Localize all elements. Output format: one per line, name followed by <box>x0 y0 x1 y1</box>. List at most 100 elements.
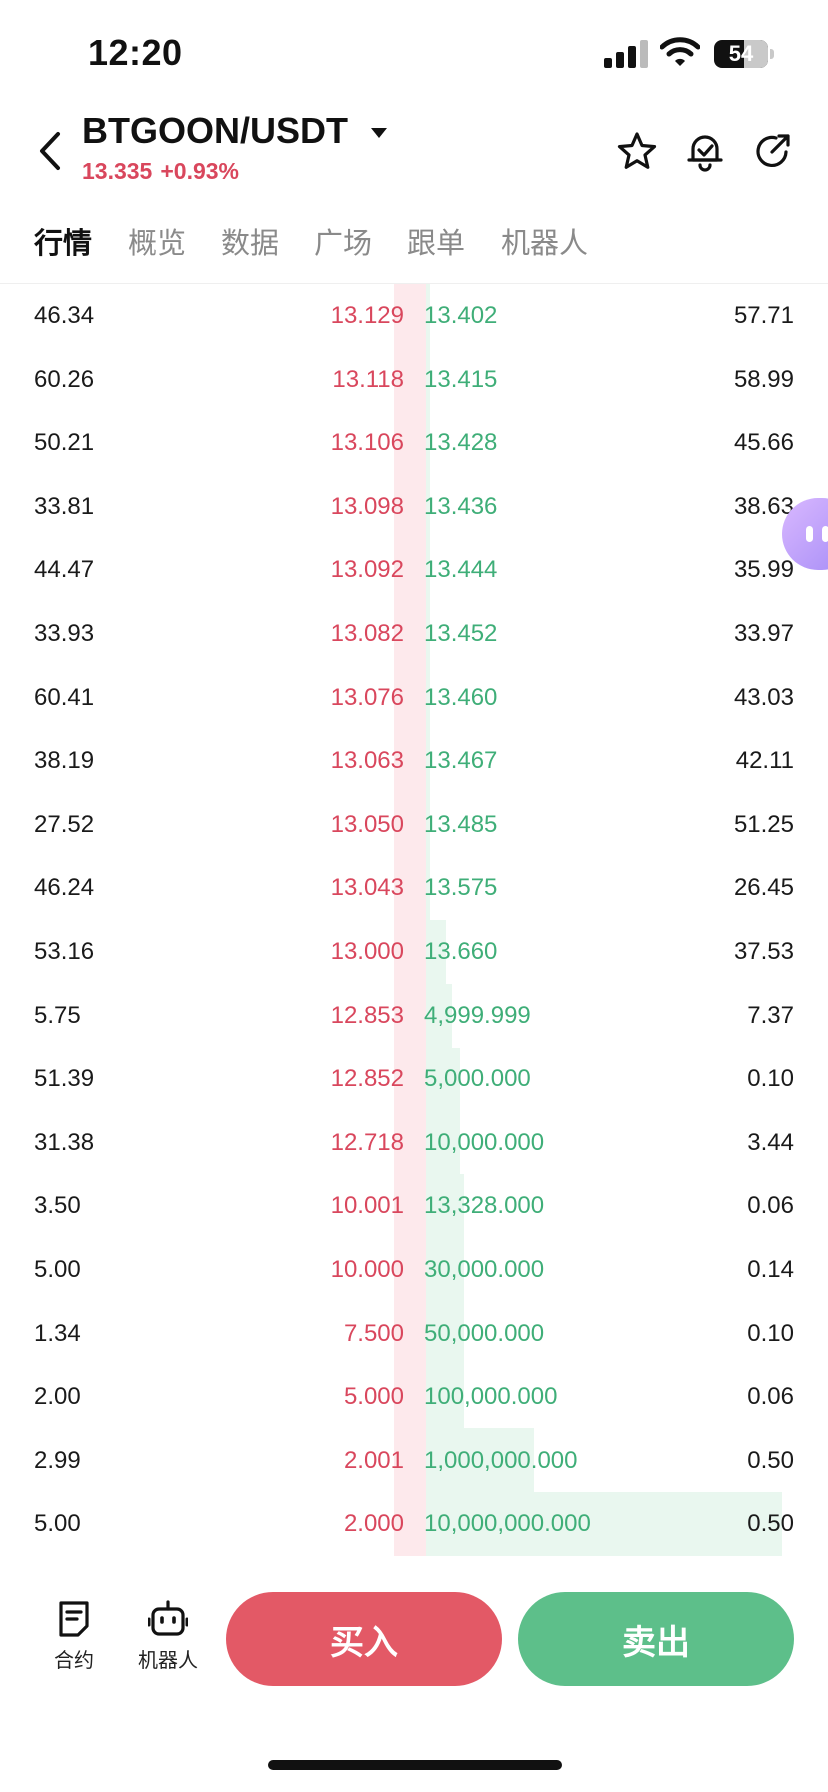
ask-qty: 0.50 <box>747 1510 794 1538</box>
order-book-row[interactable]: 27.52 13.050 13.485 51.25 <box>0 793 828 857</box>
tab-overview[interactable]: 概览 <box>128 228 187 260</box>
robot-label: 机器人 <box>138 1650 198 1672</box>
contract-label: 合约 <box>54 1650 94 1672</box>
bid-price: 13.106 <box>330 429 404 457</box>
change-percent: +0.93% <box>160 158 240 184</box>
ask-price: 13.452 <box>424 620 498 647</box>
bid-qty: 5.00 <box>34 1256 81 1283</box>
bottom-action-bar: 合约 机器人 买入 卖出 <box>0 1576 828 1716</box>
ask-qty: 7.37 <box>747 1001 794 1029</box>
ask-qty: 0.06 <box>747 1192 794 1220</box>
robot-button[interactable]: 机器人 <box>128 1600 208 1673</box>
order-book: 46.34 13.129 13.402 57.71 60.26 13.118 13.415 5… <box>0 284 828 1556</box>
bid-price: 13.082 <box>330 620 404 647</box>
ask-price: 13.485 <box>424 810 498 838</box>
order-book-row[interactable]: 5.00 10.000 30,000.000 0.14 <box>0 1238 828 1302</box>
order-book-row[interactable]: 51.39 12.852 5,000.000 0.10 <box>0 1047 828 1111</box>
bid-price: 13.063 <box>330 747 404 775</box>
ask-price: 1,000,000.000 <box>424 1446 578 1474</box>
order-book-row[interactable]: 60.41 13.076 13.460 43.03 <box>0 666 828 730</box>
order-book-row[interactable]: 33.93 13.082 13.452 33.97 <box>0 602 828 666</box>
bid-depth-bar <box>394 284 426 1556</box>
ask-price: 50,000.000 <box>424 1319 545 1347</box>
ask-qty: 0.50 <box>747 1446 794 1474</box>
price-alert-icon[interactable] <box>684 130 726 172</box>
contract-button[interactable]: 合约 <box>34 1600 114 1673</box>
order-book-row[interactable]: 1.34 7.500 50,000.000 0.10 <box>0 1302 828 1366</box>
bid-qty: 50.21 <box>34 429 95 457</box>
order-book-row[interactable]: 5.75 12.853 4,999.999 7.37 <box>0 984 828 1048</box>
bid-qty: 2.00 <box>34 1383 81 1411</box>
tab-robot[interactable]: 机器人 <box>501 228 589 260</box>
bid-qty: 53.16 <box>34 938 95 965</box>
ask-price: 5,000.000 <box>424 1065 531 1093</box>
bid-price: 13.050 <box>330 810 404 838</box>
wifi-icon <box>660 37 700 66</box>
status-bar: 12:20 54 <box>0 0 828 100</box>
sell-button[interactable]: 卖出 <box>518 1592 794 1686</box>
price-line: 13.335 +0.93% <box>82 158 239 185</box>
contract-icon <box>59 1601 89 1637</box>
order-book-row[interactable]: 2.99 2.001 1,000,000.000 0.50 <box>0 1429 828 1493</box>
ask-qty: 37.53 <box>733 938 794 965</box>
home-indicator <box>268 1760 562 1770</box>
order-book-row[interactable]: 53.16 13.000 13.660 37.53 <box>0 920 828 984</box>
bid-price: 12.718 <box>330 1128 404 1156</box>
ask-qty: 0.06 <box>747 1383 794 1411</box>
dropdown-caret-icon[interactable] <box>368 122 390 144</box>
back-icon[interactable] <box>30 126 70 176</box>
order-book-row[interactable]: 2.00 5.000 100,000.000 0.06 <box>0 1365 828 1429</box>
tab-copy-trading[interactable]: 跟单 <box>407 228 466 260</box>
signal-icon <box>604 40 648 68</box>
bid-qty: 38.19 <box>34 747 95 775</box>
ask-price: 13.444 <box>424 556 498 584</box>
ask-qty: 0.14 <box>747 1256 794 1283</box>
share-icon[interactable] <box>752 130 794 172</box>
tab-data[interactable]: 数据 <box>221 228 280 260</box>
ask-qty: 45.66 <box>733 429 794 457</box>
pair-title[interactable]: BTGOON/USDT <box>82 110 348 151</box>
ask-price: 10,000,000.000 <box>424 1510 591 1538</box>
ask-price: 13.415 <box>424 365 498 393</box>
tab-bar: 行情 概览 数据 广场 跟单 机器人 <box>0 212 828 284</box>
order-book-row[interactable]: 44.47 13.092 13.444 35.99 <box>0 538 828 602</box>
ask-qty: 51.25 <box>733 810 794 838</box>
star-icon[interactable] <box>616 130 658 172</box>
bid-qty: 3.50 <box>34 1192 81 1220</box>
order-book-row[interactable]: 46.24 13.043 13.575 26.45 <box>0 856 828 920</box>
order-book-row[interactable]: 50.21 13.106 13.428 45.66 <box>0 411 828 475</box>
order-book-row[interactable]: 33.81 13.098 13.436 38.63 <box>0 475 828 539</box>
ask-qty: 3.44 <box>747 1128 794 1156</box>
ask-price: 13.467 <box>424 747 498 775</box>
ask-qty: 58.99 <box>733 365 794 393</box>
status-time: 12:20 <box>88 32 183 73</box>
ask-qty: 0.10 <box>747 1319 794 1347</box>
order-book-row[interactable]: 3.50 10.001 13,328.000 0.06 <box>0 1174 828 1238</box>
order-book-row[interactable]: 31.38 12.718 10,000.000 3.44 <box>0 1111 828 1175</box>
bid-qty: 44.47 <box>34 556 95 584</box>
order-book-row[interactable]: 5.00 2.000 10,000,000.000 0.50 <box>0 1492 828 1556</box>
bid-qty: 1.34 <box>34 1319 81 1347</box>
bid-qty: 46.34 <box>34 302 95 329</box>
bid-price: 13.043 <box>330 874 404 902</box>
bid-price: 2.001 <box>343 1446 404 1474</box>
ask-price: 13.402 <box>424 302 498 329</box>
order-book-row[interactable]: 38.19 13.063 13.467 42.11 <box>0 729 828 793</box>
order-book-row[interactable]: 60.26 13.118 13.415 58.99 <box>0 348 828 412</box>
ask-qty: 43.03 <box>733 683 794 711</box>
robot-icon <box>148 1600 188 1636</box>
bid-price: 7.500 <box>343 1319 404 1347</box>
buy-button[interactable]: 买入 <box>226 1592 502 1686</box>
bid-qty: 33.81 <box>34 492 95 520</box>
battery-icon: 54 <box>714 40 768 68</box>
ask-price: 10,000.000 <box>424 1128 545 1156</box>
tab-square[interactable]: 广场 <box>314 228 373 260</box>
bid-price: 13.098 <box>330 492 404 520</box>
order-book-row[interactable]: 46.34 13.129 13.402 57.71 <box>0 284 828 348</box>
ask-price: 13.460 <box>424 683 498 711</box>
bid-price: 10.000 <box>330 1256 404 1283</box>
tab-market[interactable]: 行情 <box>34 228 93 260</box>
bid-price: 12.853 <box>330 1001 404 1029</box>
bid-qty: 31.38 <box>34 1128 95 1156</box>
bid-qty: 27.52 <box>34 810 95 838</box>
